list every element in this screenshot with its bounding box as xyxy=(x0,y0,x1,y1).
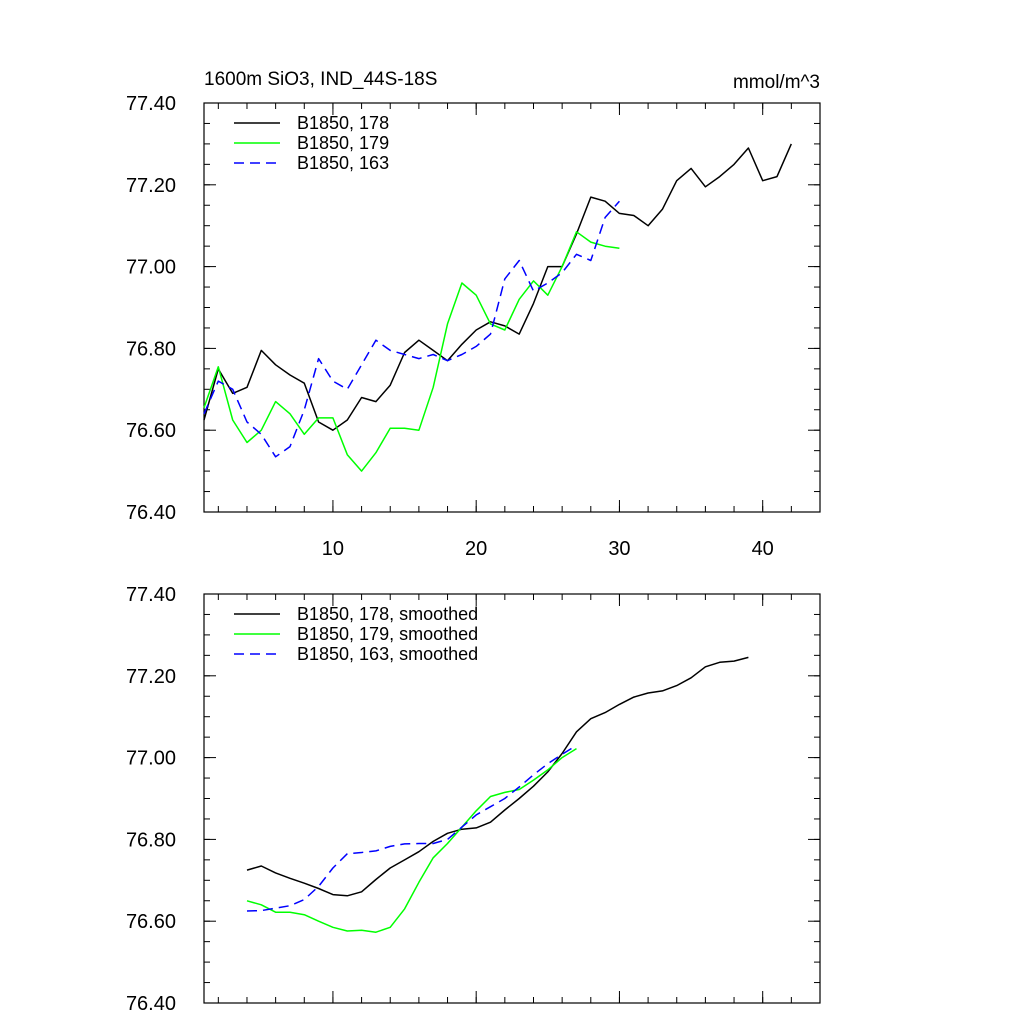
chart1-series-line-1 xyxy=(246,747,577,933)
chart0-title: 1600m SiO3, IND_44S-18S xyxy=(204,69,437,90)
chart1-ytick-label: 77.40 xyxy=(126,584,176,606)
chart0-series-line-1 xyxy=(203,231,620,472)
chart1-ytick-label: 76.80 xyxy=(126,829,176,851)
chart1-legend-label-1: B1850, 179, smoothed xyxy=(297,624,478,644)
chart0-series-line-0 xyxy=(203,143,792,431)
chart1-series-line-0 xyxy=(246,656,749,897)
chart0-xtick-label: 40 xyxy=(752,538,774,560)
chart1-ytick-label: 77.20 xyxy=(126,666,176,688)
top-plot: 76.40 76.60 76.80 77.00 77.20 77.40 10 20 30 40 16… xyxy=(126,69,821,560)
chart0-xtick-label: 20 xyxy=(465,538,487,560)
chart1-series-line-2 xyxy=(246,744,577,912)
chart1-legend-label-0: B1850, 178, smoothed xyxy=(297,604,478,624)
chart0-ytick-label: 76.40 xyxy=(126,502,176,524)
chart0-xtick-label: 30 xyxy=(608,538,630,560)
chart0-units: mmol/m^3 xyxy=(733,72,820,93)
chart0-ytick-label: 76.80 xyxy=(126,338,176,360)
bottom-plot: 76.40 76.60 76.80 77.00 77.20 77.40 B1850, 178… xyxy=(126,584,821,1015)
chart1-ytick-label: 76.40 xyxy=(126,993,176,1015)
chart0-legend-label-1: B1850, 179 xyxy=(297,133,389,153)
chart1-ytick-label: 76.60 xyxy=(126,911,176,933)
chart0-series-line-2 xyxy=(203,200,620,458)
chart0-ytick-label: 77.00 xyxy=(126,257,176,279)
chart1-legend-label-2: B1850, 163, smoothed xyxy=(297,644,478,664)
chart0-ytick-label: 77.20 xyxy=(126,175,176,197)
chart1-ytick-label: 77.00 xyxy=(126,748,176,770)
chart0-ytick-label: 76.60 xyxy=(126,420,176,442)
chart0-legend-label-2: B1850, 163 xyxy=(297,153,389,173)
chart0-legend-label-0: B1850, 178 xyxy=(297,113,389,133)
chart0-xtick-label: 10 xyxy=(322,538,344,560)
chart0-ytick-label: 77.40 xyxy=(126,93,176,115)
